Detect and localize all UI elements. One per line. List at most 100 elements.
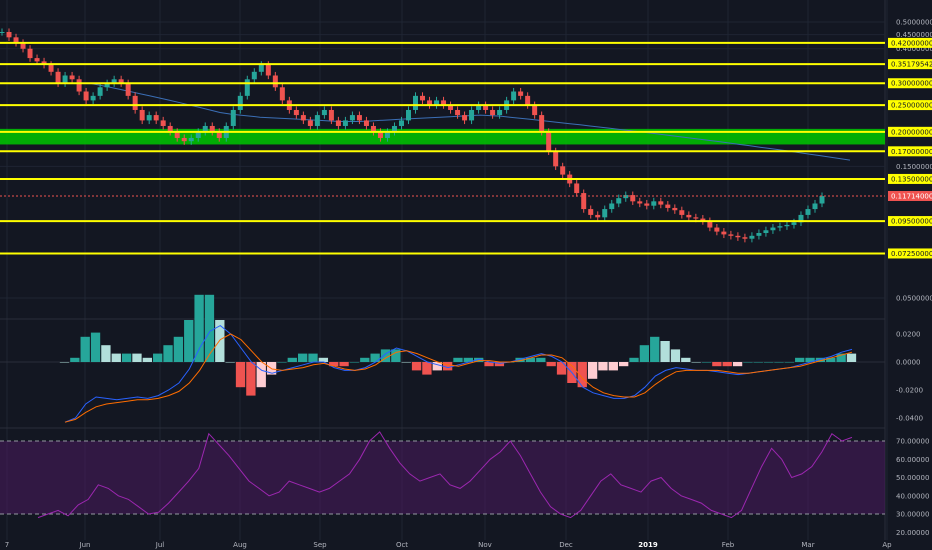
candle-body [62, 75, 68, 84]
candle-body [34, 58, 40, 62]
macd-histogram-bar [525, 357, 536, 362]
x-tick-label: Aug [233, 541, 247, 549]
macd-histogram-bar [536, 357, 546, 362]
level-label-box [888, 248, 932, 259]
candle-body [174, 131, 180, 138]
candle-body [707, 221, 713, 228]
candle-body [798, 214, 804, 223]
candle-body [525, 95, 531, 106]
candle-body [146, 115, 152, 121]
macd-histogram-bar [329, 362, 339, 367]
candle-body [293, 109, 299, 116]
macd-histogram-bar [297, 353, 308, 362]
candle-body [384, 131, 390, 138]
rsi-tick-label: 30.00000 [896, 511, 929, 519]
candle-body [756, 232, 762, 236]
macd-tick-label: 0.0200 [896, 331, 921, 339]
macd-histogram-bar [732, 362, 743, 367]
macd-histogram-bar [474, 357, 484, 362]
macd-histogram-bar [59, 362, 70, 363]
macd-histogram-bar [722, 362, 732, 367]
macd-histogram-bar [380, 349, 391, 362]
last-price-box [888, 190, 932, 201]
macd-histogram-bar [681, 357, 691, 362]
macd-line [64, 325, 853, 423]
candle-body [651, 201, 657, 206]
candle-body [693, 217, 699, 219]
signal-line [64, 333, 853, 423]
candle-body [658, 201, 664, 205]
candle-body [118, 79, 124, 84]
macd-histogram-bar [153, 353, 163, 362]
macd-histogram-bar [650, 336, 660, 362]
x-tick-label: Nov [478, 541, 492, 549]
candle-body [27, 48, 33, 59]
macd-histogram-bar [763, 362, 774, 363]
x-tick-label: Ap [882, 541, 892, 549]
macd-histogram-bar [101, 345, 111, 362]
macd-histogram-bar [484, 362, 494, 367]
macd-histogram-bar [639, 345, 650, 362]
macd-histogram-bar [577, 362, 587, 388]
candle-body [335, 120, 341, 126]
level-label: 0.13500000 [891, 175, 932, 183]
candle-body [76, 79, 82, 92]
candle-body [160, 120, 166, 126]
macd-tick-label: -0.0400 [896, 415, 923, 423]
candle-body [55, 71, 61, 84]
candle-body [441, 100, 447, 106]
candle-body [342, 120, 348, 126]
candle-body [272, 75, 278, 88]
candle-body [314, 115, 320, 126]
candle-body [742, 237, 748, 239]
rsi-line [37, 431, 853, 519]
macd-histogram-bar [463, 357, 473, 362]
x-tick-label: Oct [396, 541, 408, 549]
candle-body [209, 125, 215, 132]
candle-body [216, 131, 222, 138]
macd-histogram-bar [619, 362, 629, 367]
candle-body [539, 115, 545, 132]
candle-body [328, 109, 334, 121]
macd-histogram-bar [142, 357, 152, 362]
macd-histogram-bar [339, 362, 349, 367]
macd-histogram-bar [826, 357, 836, 362]
level-label-box [888, 126, 932, 137]
candle-body [167, 125, 173, 132]
macd-histogram-bar [805, 357, 815, 362]
level-label: 0.30000000 [891, 80, 932, 88]
level-label-box [888, 146, 932, 157]
macd-histogram-bar [173, 336, 184, 362]
candle-body [111, 79, 117, 84]
macd-histogram-bar [318, 357, 329, 362]
x-tick-label: Feb [722, 541, 735, 549]
macd-tick-label: -0.0200 [896, 387, 923, 395]
candle-body [532, 105, 538, 116]
candle-body [812, 203, 818, 210]
rsi-band [0, 441, 885, 514]
macd-histogram-bar [194, 294, 204, 362]
candle-body [125, 83, 131, 96]
macd-histogram-bar [587, 362, 598, 379]
candle-body [588, 209, 594, 215]
macd-histogram-bar [308, 353, 318, 362]
macd-histogram-bar [743, 362, 753, 363]
candle-body [616, 198, 622, 204]
candle-body [230, 109, 236, 126]
macd-histogram-bar [391, 349, 401, 362]
level-label-box [888, 37, 932, 48]
macd-histogram-bar [287, 357, 297, 362]
macd-histogram-bar [660, 341, 670, 362]
macd-tick-label: 0.0000 [896, 359, 921, 367]
level-label: 0.20000000 [891, 128, 932, 136]
x-tick-label: Mar [801, 541, 814, 549]
candle-body [644, 203, 650, 206]
candle-body [749, 235, 755, 239]
candle-body [448, 105, 454, 110]
candle-body [511, 91, 517, 101]
candle-body [721, 231, 727, 235]
x-tick-label: 2019 [638, 541, 658, 549]
